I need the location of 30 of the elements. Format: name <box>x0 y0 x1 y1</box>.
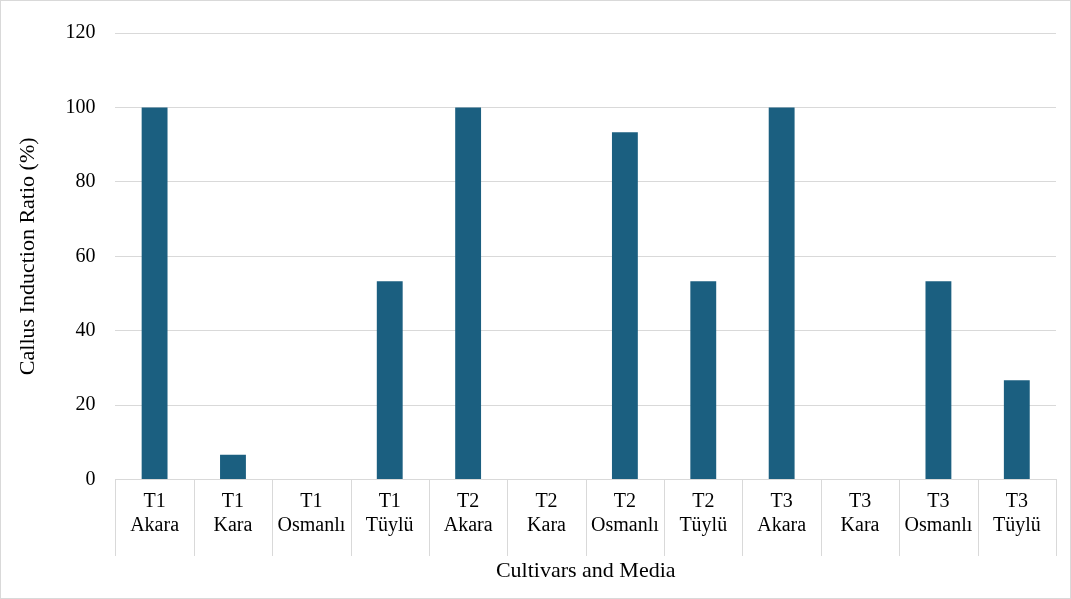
x-tick-label: T3 Osmanlı <box>904 488 973 535</box>
bar <box>611 132 638 480</box>
y-tick-label: 80 <box>75 169 96 192</box>
bar <box>220 454 246 480</box>
x-tick-label: T3 Kara <box>840 488 880 535</box>
x-axis-title: Cultivars and Media <box>495 556 676 582</box>
y-tick-label: 100 <box>65 94 96 117</box>
bar <box>768 107 795 480</box>
bar <box>690 281 717 480</box>
x-tick-label: T2 Tüylü <box>679 488 728 536</box>
x-tick-label: T2 Kara <box>527 488 567 535</box>
x-tick-label: T1 Tüylü <box>365 488 414 536</box>
bar <box>455 107 482 480</box>
x-tick-label: T3 Akara <box>757 488 807 535</box>
x-tick-label: T2 Akara <box>443 488 493 535</box>
x-tick-label: T1 Kara <box>213 488 253 535</box>
bar <box>376 281 403 480</box>
x-tick-label: T1 Osmanlı <box>277 488 346 535</box>
y-tick-label: 120 <box>65 20 96 43</box>
y-tick-label: 0 <box>85 466 96 489</box>
y-tick-label: 60 <box>75 243 96 266</box>
x-tick-label: T1 Akara <box>130 488 180 535</box>
x-tick-label: T3 Tüylü <box>992 488 1041 536</box>
x-tick-label: T2 Osmanlı <box>591 488 660 535</box>
bar <box>1003 380 1030 480</box>
y-tick-label: 20 <box>75 392 96 415</box>
bar <box>925 281 952 480</box>
bar <box>141 107 168 480</box>
y-axis-title: Callus Induction Ratio (%) <box>13 137 39 376</box>
y-tick-label: 40 <box>75 317 96 340</box>
